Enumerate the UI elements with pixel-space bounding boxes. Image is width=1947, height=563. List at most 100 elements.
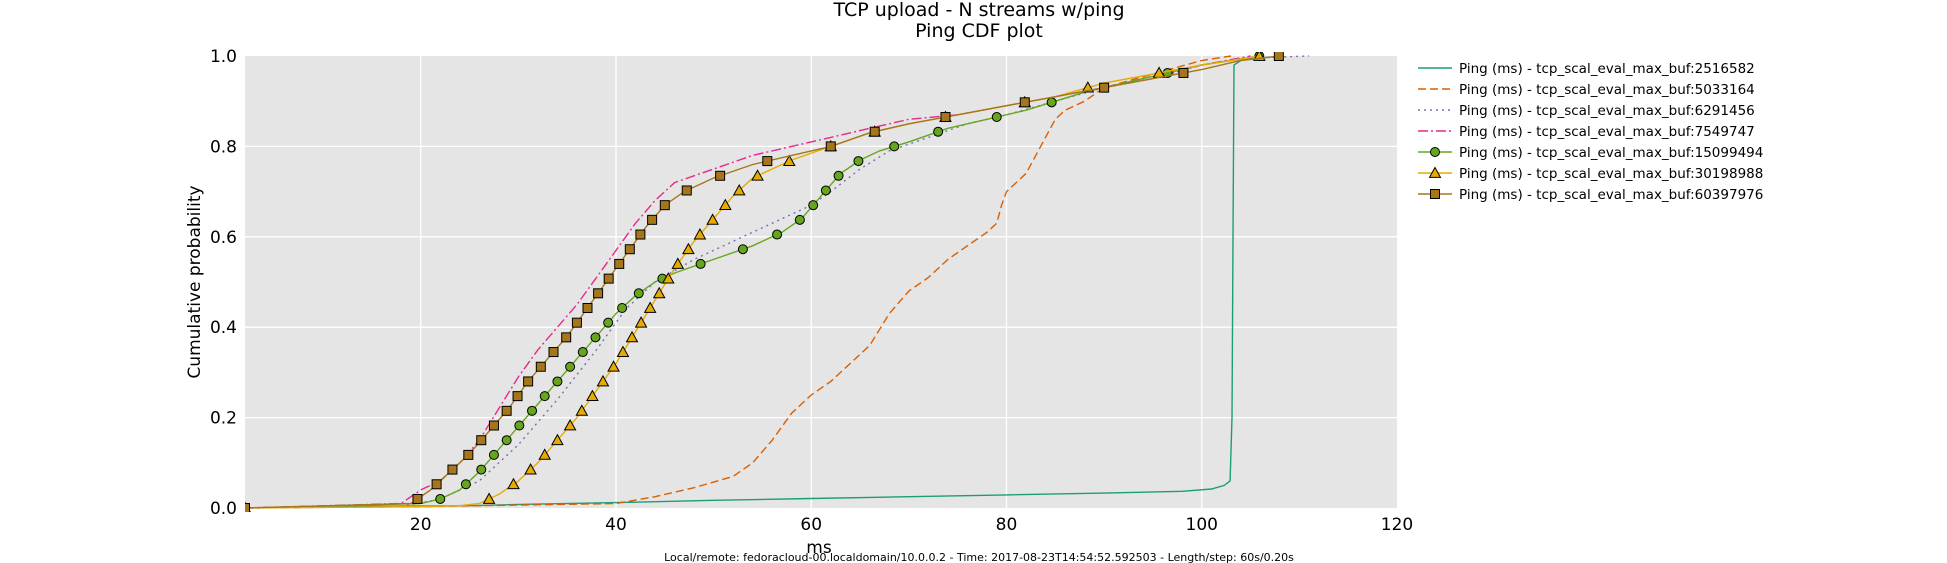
series-marker [577,347,588,358]
series-marker [476,435,487,446]
series-marker [1046,97,1057,108]
series-marker [794,214,805,225]
series-marker [808,200,819,211]
series-marker [539,391,550,402]
series-marker [715,170,726,181]
series-marker [548,347,559,358]
series-marker [825,141,836,152]
legend-item: Ping (ms) - tcp_scal_eval_max_buf:503316… [1418,82,1755,98]
x-axis-label: ms [806,538,832,558]
series-2 [245,55,1232,509]
x-tick-label: 80 [996,515,1018,535]
series-marker [596,374,610,387]
series-marker [695,258,706,269]
series-marker [762,156,773,167]
series-marker [737,244,748,255]
y-tick-label: 1.0 [210,47,237,67]
x-tick-label: 20 [410,515,432,535]
series-marker [524,463,537,475]
series-marker [527,405,538,416]
series-marker [607,360,620,372]
series-marker [245,503,250,512]
series-group [245,52,1310,512]
series-marker [718,198,732,211]
legend-item: Ping (ms) - tcp_scal_eval_max_buf:754974… [1418,124,1755,140]
series-marker [412,493,423,504]
series-marker [633,288,644,299]
legend-item: Ping (ms) - tcp_scal_eval_max_buf:150994… [1418,145,1763,161]
series-marker [593,288,604,299]
series-marker [476,464,487,475]
legend-label: Ping (ms) - tcp_scal_eval_max_buf:603979… [1459,187,1763,203]
series-marker [463,449,474,460]
series-marker [635,229,646,240]
series-marker [507,477,520,490]
legend-marker [1430,189,1440,199]
series-marker [782,154,796,166]
series-marker [488,420,499,431]
series-marker [1178,67,1189,78]
series-marker [551,433,564,446]
series-7 [245,52,1284,512]
x-tick-label: 40 [605,515,627,535]
series-marker [617,302,628,313]
series-marker [1019,97,1030,108]
series-line [245,55,1232,509]
series-marker [671,257,685,269]
series-marker [647,214,658,225]
series-marker [772,229,783,240]
footer-text: Local/remote: fedoracloud-00.localdomain… [664,551,1294,563]
x-tick-label: 60 [800,515,822,535]
series-marker [563,418,577,431]
series-marker [1273,52,1284,61]
series-marker [682,242,695,255]
plot-area [245,56,1397,508]
series-marker [614,258,625,269]
chart-subtitle: Ping CDF plot [915,20,1043,42]
series-line [245,55,1280,509]
series-marker [447,464,458,475]
series-marker [1099,82,1110,93]
series-marker [586,389,599,402]
y-axis-ticks: 0.0 0.2 0.4 0.6 0.8 1.0 [210,47,237,519]
series-marker [933,126,944,137]
series-marker [565,361,576,372]
x-axis-ticks: 20 40 60 80 100 120 [410,515,1413,535]
series-marker [940,112,951,123]
series-5 [245,52,1265,512]
series-marker [512,391,523,402]
legend-label: Ping (ms) - tcp_scal_eval_max_buf:150994… [1459,145,1763,161]
series-marker [571,317,582,328]
series-marker [431,479,442,490]
series-marker [523,376,534,387]
series-marker [652,286,666,299]
series-marker [706,213,719,225]
series-marker [582,302,593,313]
y-tick-label: 0.6 [210,228,237,248]
series-marker [693,228,707,240]
legend-item: Ping (ms) - tcp_scal_eval_max_buf:251658… [1418,61,1755,77]
series-marker [460,479,471,490]
chart-title: TCP upload - N streams w/ping [832,0,1124,21]
legend: Ping (ms) - tcp_scal_eval_max_buf:251658… [1418,61,1763,203]
y-axis-label: Cumulative probability [185,185,205,378]
series-marker [853,156,864,167]
series-marker [991,112,1002,123]
series-marker [538,448,552,460]
series-marker [643,301,657,313]
legend-marker [1430,147,1440,157]
y-tick-label: 0.4 [210,318,237,338]
series-marker [869,126,880,137]
series-marker [561,332,572,343]
series-marker [603,273,614,284]
legend-marker [1428,166,1442,178]
series-marker [634,316,648,328]
x-tick-label: 120 [1381,515,1413,535]
x-tick-label: 100 [1186,515,1218,535]
series-1 [245,55,1261,509]
series-marker [590,332,601,343]
series-marker [435,493,446,504]
series-marker [501,405,512,416]
series-marker [659,200,670,211]
